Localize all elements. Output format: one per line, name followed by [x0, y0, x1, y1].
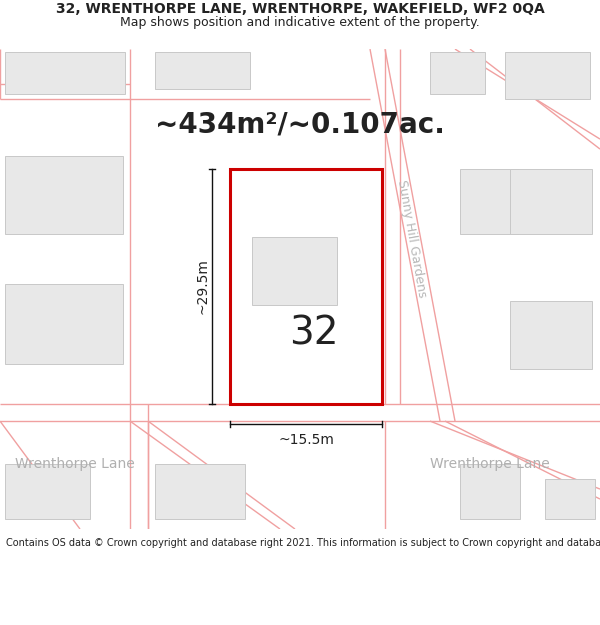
- Text: 32: 32: [289, 314, 338, 352]
- Bar: [545, 479, 595, 519]
- Text: 32, WRENTHORPE LANE, WRENTHORPE, WAKEFIELD, WF2 0QA: 32, WRENTHORPE LANE, WRENTHORPE, WAKEFIE…: [56, 2, 544, 16]
- Text: Sunny Hill Gardens: Sunny Hill Gardens: [395, 179, 429, 299]
- Bar: [460, 169, 518, 234]
- Bar: [230, 169, 382, 404]
- Text: Map shows position and indicative extent of the property.: Map shows position and indicative extent…: [120, 16, 480, 29]
- Bar: [5, 464, 90, 519]
- Text: ~434m²/~0.107ac.: ~434m²/~0.107ac.: [155, 110, 445, 138]
- Bar: [5, 284, 123, 364]
- Bar: [155, 464, 245, 519]
- Bar: [460, 464, 520, 519]
- Bar: [510, 169, 592, 234]
- Text: Wrenthorpe Lane: Wrenthorpe Lane: [15, 457, 135, 471]
- Bar: [155, 52, 250, 89]
- Text: Wrenthorpe Lane: Wrenthorpe Lane: [430, 457, 550, 471]
- Bar: [510, 301, 592, 369]
- Bar: [252, 238, 337, 306]
- Bar: [5, 156, 123, 234]
- Text: ~15.5m: ~15.5m: [278, 433, 334, 447]
- Bar: [5, 52, 125, 94]
- Bar: [430, 52, 485, 94]
- Text: ~29.5m: ~29.5m: [196, 259, 210, 314]
- Bar: [505, 52, 590, 99]
- Text: Contains OS data © Crown copyright and database right 2021. This information is : Contains OS data © Crown copyright and d…: [6, 538, 600, 548]
- Bar: [252, 238, 337, 306]
